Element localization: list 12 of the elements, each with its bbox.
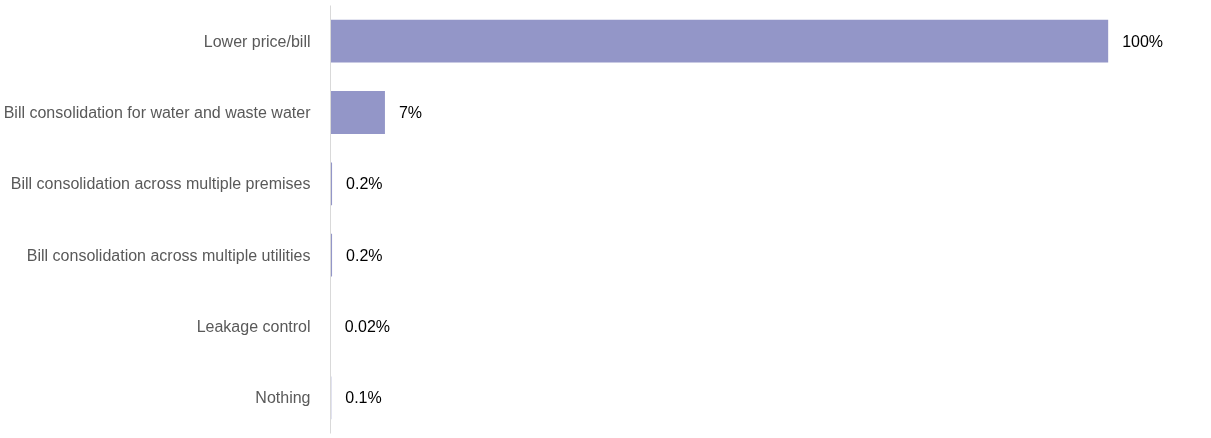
y-tick-label: Lower price/bill	[203, 32, 311, 50]
data-label: 0.2%	[346, 246, 383, 264]
y-tick-label: Leakage control	[196, 318, 311, 335]
data-label: 0.02%	[344, 318, 391, 335]
data-label: 100%	[1122, 32, 1164, 50]
data-label: 0.1%	[345, 389, 382, 407]
data-label: 0.2%	[346, 175, 383, 193]
y-tick-label: Bill consolidation for water and waste water	[3, 104, 312, 121]
data-label: 7%	[398, 104, 423, 121]
y-tick-label: Nothing	[255, 389, 311, 407]
y-tick-label: Bill consolidation across multiple premises	[10, 175, 311, 193]
y-tick-label: Bill consolidation across multiple utilities	[26, 246, 311, 264]
